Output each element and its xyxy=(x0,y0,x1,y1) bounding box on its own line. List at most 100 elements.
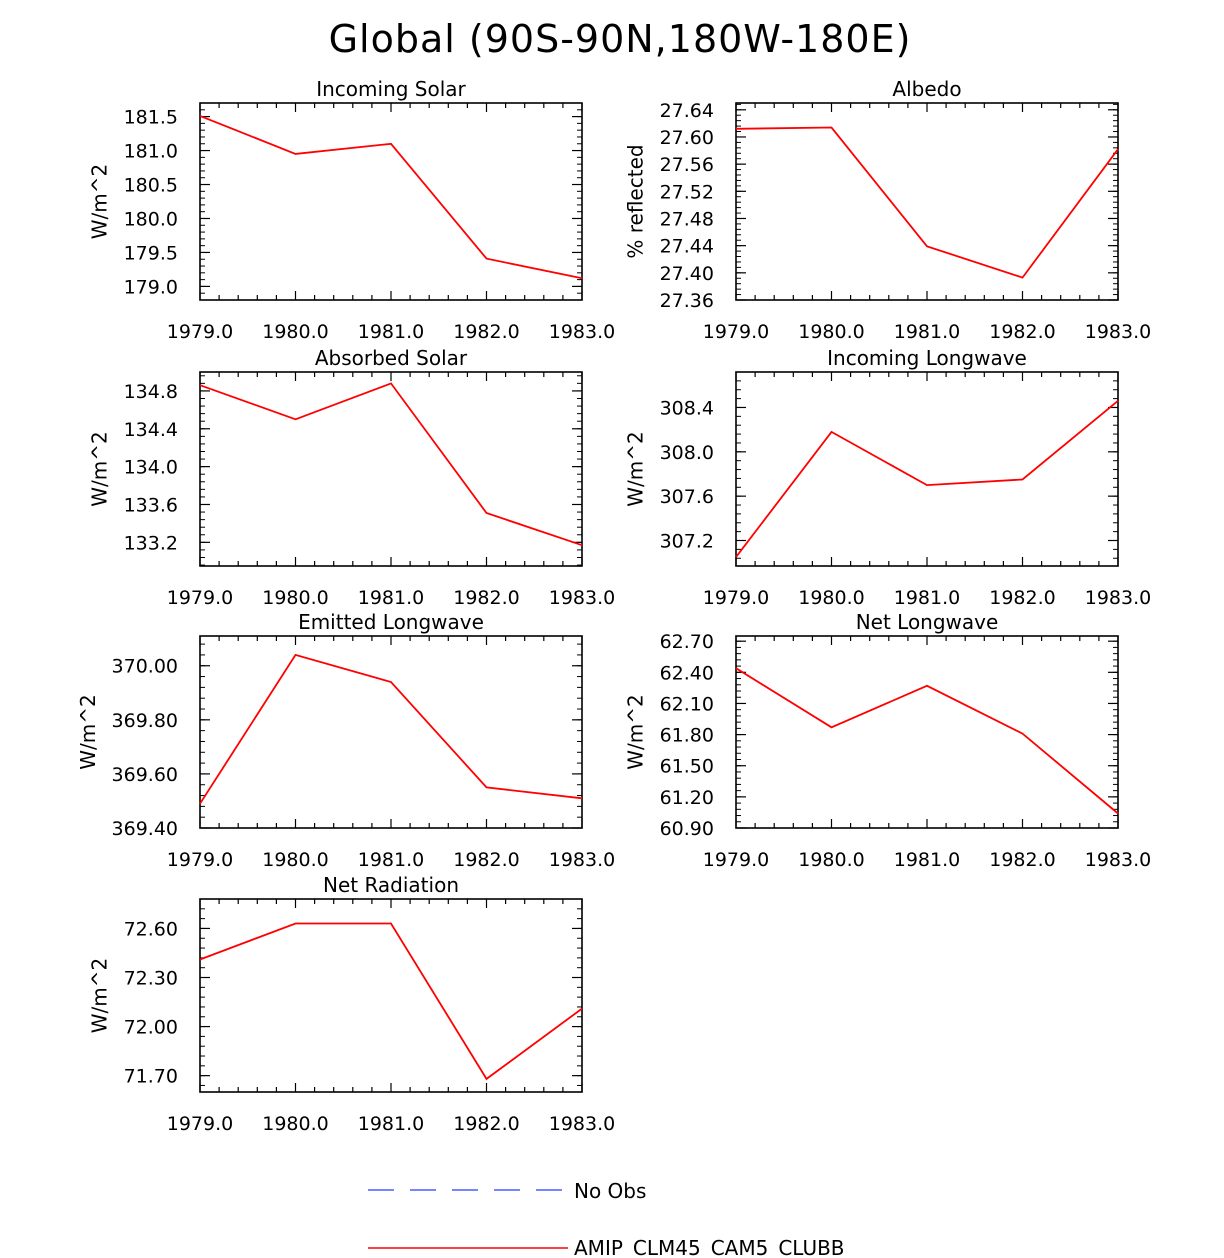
chart-title: Absorbed Solar xyxy=(315,346,468,370)
y-tick-label: 308.0 xyxy=(660,442,714,464)
y-axis-label: W/m^2 xyxy=(624,431,648,506)
series-line xyxy=(199,922,583,1081)
y-tick-label: 370.00 xyxy=(112,656,178,678)
series-line xyxy=(199,115,583,280)
chart-panel-6: 1979.0 1980.0 1981.0 1982.0 1983.0 60.90 61.20… xyxy=(624,610,1152,871)
plot-frame xyxy=(199,102,583,301)
x-tick-label: 1979.0 xyxy=(167,321,233,343)
y-tick-label: 180.5 xyxy=(124,175,178,197)
x-tick-label: 1980.0 xyxy=(798,849,864,871)
plot-frame xyxy=(199,635,583,829)
chart-title: Net Longwave xyxy=(856,610,999,634)
y-tick-label: 134.8 xyxy=(124,381,178,403)
y-tick-label: 72.60 xyxy=(124,918,178,940)
x-tick-label: 1981.0 xyxy=(894,849,960,871)
chart-panels: 1979.0 1980.0 1981.0 1982.0 1983.0 179.0 179.5… xyxy=(76,77,1151,1135)
chart-panel-4: 1979.0 1980.0 1981.0 1982.0 1983.0 307.2 307.6… xyxy=(624,346,1152,609)
x-tick-label: 1981.0 xyxy=(358,1113,424,1135)
plot-frame xyxy=(735,102,1119,301)
y-tick-label: 62.70 xyxy=(660,631,714,653)
y-tick-label: 180.0 xyxy=(124,208,178,230)
legend: No Obs AMIP_CLM45_CAM5_CLUBB xyxy=(368,1179,845,1258)
x-tick-label: 1982.0 xyxy=(453,1113,519,1135)
y-tick-label: 61.50 xyxy=(660,756,714,778)
y-tick-label: 27.64 xyxy=(660,100,714,122)
x-tick-label: 1980.0 xyxy=(262,587,328,609)
y-axis-label: W/m^2 xyxy=(88,164,112,239)
x-tick-label: 1980.0 xyxy=(798,587,864,609)
y-tick-label: 27.56 xyxy=(660,154,714,176)
y-tick-label: 134.0 xyxy=(124,457,178,479)
y-tick-label: 72.30 xyxy=(124,968,178,990)
y-tick-label: 179.5 xyxy=(124,242,178,264)
y-tick-label: 133.2 xyxy=(124,532,178,554)
y-axis-label: % reflected xyxy=(624,144,648,258)
x-tick-label: 1983.0 xyxy=(1085,587,1151,609)
plot-frame xyxy=(735,371,1119,567)
x-tick-label: 1983.0 xyxy=(1085,321,1151,343)
chart-title: Incoming Solar xyxy=(316,77,466,101)
y-tick-label: 179.0 xyxy=(124,276,178,298)
x-tick-label: 1980.0 xyxy=(262,1113,328,1135)
y-axis-label: W/m^2 xyxy=(76,694,100,769)
y-tick-label: 62.10 xyxy=(660,693,714,715)
y-tick-label: 181.5 xyxy=(124,107,178,129)
series-line xyxy=(735,400,1119,558)
x-tick-label: 1979.0 xyxy=(167,1113,233,1135)
chart-panel-3: 1979.0 1980.0 1981.0 1982.0 1983.0 133.2 133.6… xyxy=(88,346,616,609)
x-tick-label: 1982.0 xyxy=(453,849,519,871)
y-tick-label: 61.20 xyxy=(660,787,714,809)
y-tick-label: 307.6 xyxy=(660,486,714,508)
y-tick-label: 369.40 xyxy=(112,818,178,840)
x-tick-label: 1981.0 xyxy=(358,587,424,609)
x-tick-label: 1983.0 xyxy=(549,1113,615,1135)
y-axis-label: W/m^2 xyxy=(88,958,112,1033)
x-tick-label: 1980.0 xyxy=(262,849,328,871)
x-tick-label: 1980.0 xyxy=(262,321,328,343)
legend-label-model: AMIP_CLM45_CAM5_CLUBB xyxy=(574,1236,845,1258)
x-tick-label: 1979.0 xyxy=(703,321,769,343)
legend-label-no-obs: No Obs xyxy=(574,1179,646,1203)
y-tick-label: 27.52 xyxy=(660,181,714,203)
y-tick-label: 369.60 xyxy=(112,764,178,786)
x-tick-label: 1982.0 xyxy=(989,587,1055,609)
x-tick-label: 1979.0 xyxy=(703,849,769,871)
series-line xyxy=(735,126,1119,279)
y-axis-label: W/m^2 xyxy=(88,431,112,506)
y-tick-label: 60.90 xyxy=(660,818,714,840)
series-line xyxy=(199,382,583,547)
plot-frame xyxy=(199,371,583,567)
series-line xyxy=(735,667,1119,815)
y-tick-label: 369.80 xyxy=(112,710,178,732)
x-tick-label: 1979.0 xyxy=(167,587,233,609)
y-tick-label: 61.80 xyxy=(660,725,714,747)
x-tick-label: 1982.0 xyxy=(453,321,519,343)
chart-panel-7: 1979.0 1980.0 1981.0 1982.0 1983.0 71.70 72.00… xyxy=(88,873,616,1135)
y-tick-label: 307.2 xyxy=(660,531,714,553)
x-tick-label: 1981.0 xyxy=(894,587,960,609)
chart-panel-2: 1979.0 1980.0 1981.0 1982.0 1983.0 27.36 27.40… xyxy=(624,77,1152,343)
y-tick-label: 27.40 xyxy=(660,263,714,285)
chart-title: Albedo xyxy=(892,77,961,101)
chart-panel-5: 1979.0 1980.0 1981.0 1982.0 1983.0 369.40 369.… xyxy=(76,610,615,871)
y-tick-label: 72.00 xyxy=(124,1017,178,1039)
y-tick-label: 27.44 xyxy=(660,236,714,258)
y-tick-label: 181.0 xyxy=(124,141,178,163)
y-tick-label: 27.60 xyxy=(660,127,714,149)
y-tick-label: 71.70 xyxy=(124,1066,178,1088)
chart-title: Incoming Longwave xyxy=(827,346,1027,370)
y-axis-label: W/m^2 xyxy=(624,694,648,769)
plot-frame xyxy=(199,898,583,1093)
x-tick-label: 1982.0 xyxy=(453,587,519,609)
y-tick-label: 308.4 xyxy=(660,397,714,419)
x-tick-label: 1979.0 xyxy=(167,849,233,871)
x-tick-label: 1979.0 xyxy=(703,587,769,609)
x-tick-label: 1983.0 xyxy=(549,587,615,609)
x-tick-label: 1980.0 xyxy=(798,321,864,343)
y-tick-label: 27.48 xyxy=(660,208,714,230)
chart-title: Net Radiation xyxy=(323,873,459,897)
y-tick-label: 62.40 xyxy=(660,662,714,684)
y-tick-label: 133.6 xyxy=(124,494,178,516)
chart-panel-1: 1979.0 1980.0 1981.0 1982.0 1983.0 179.0 179.5… xyxy=(88,77,616,343)
